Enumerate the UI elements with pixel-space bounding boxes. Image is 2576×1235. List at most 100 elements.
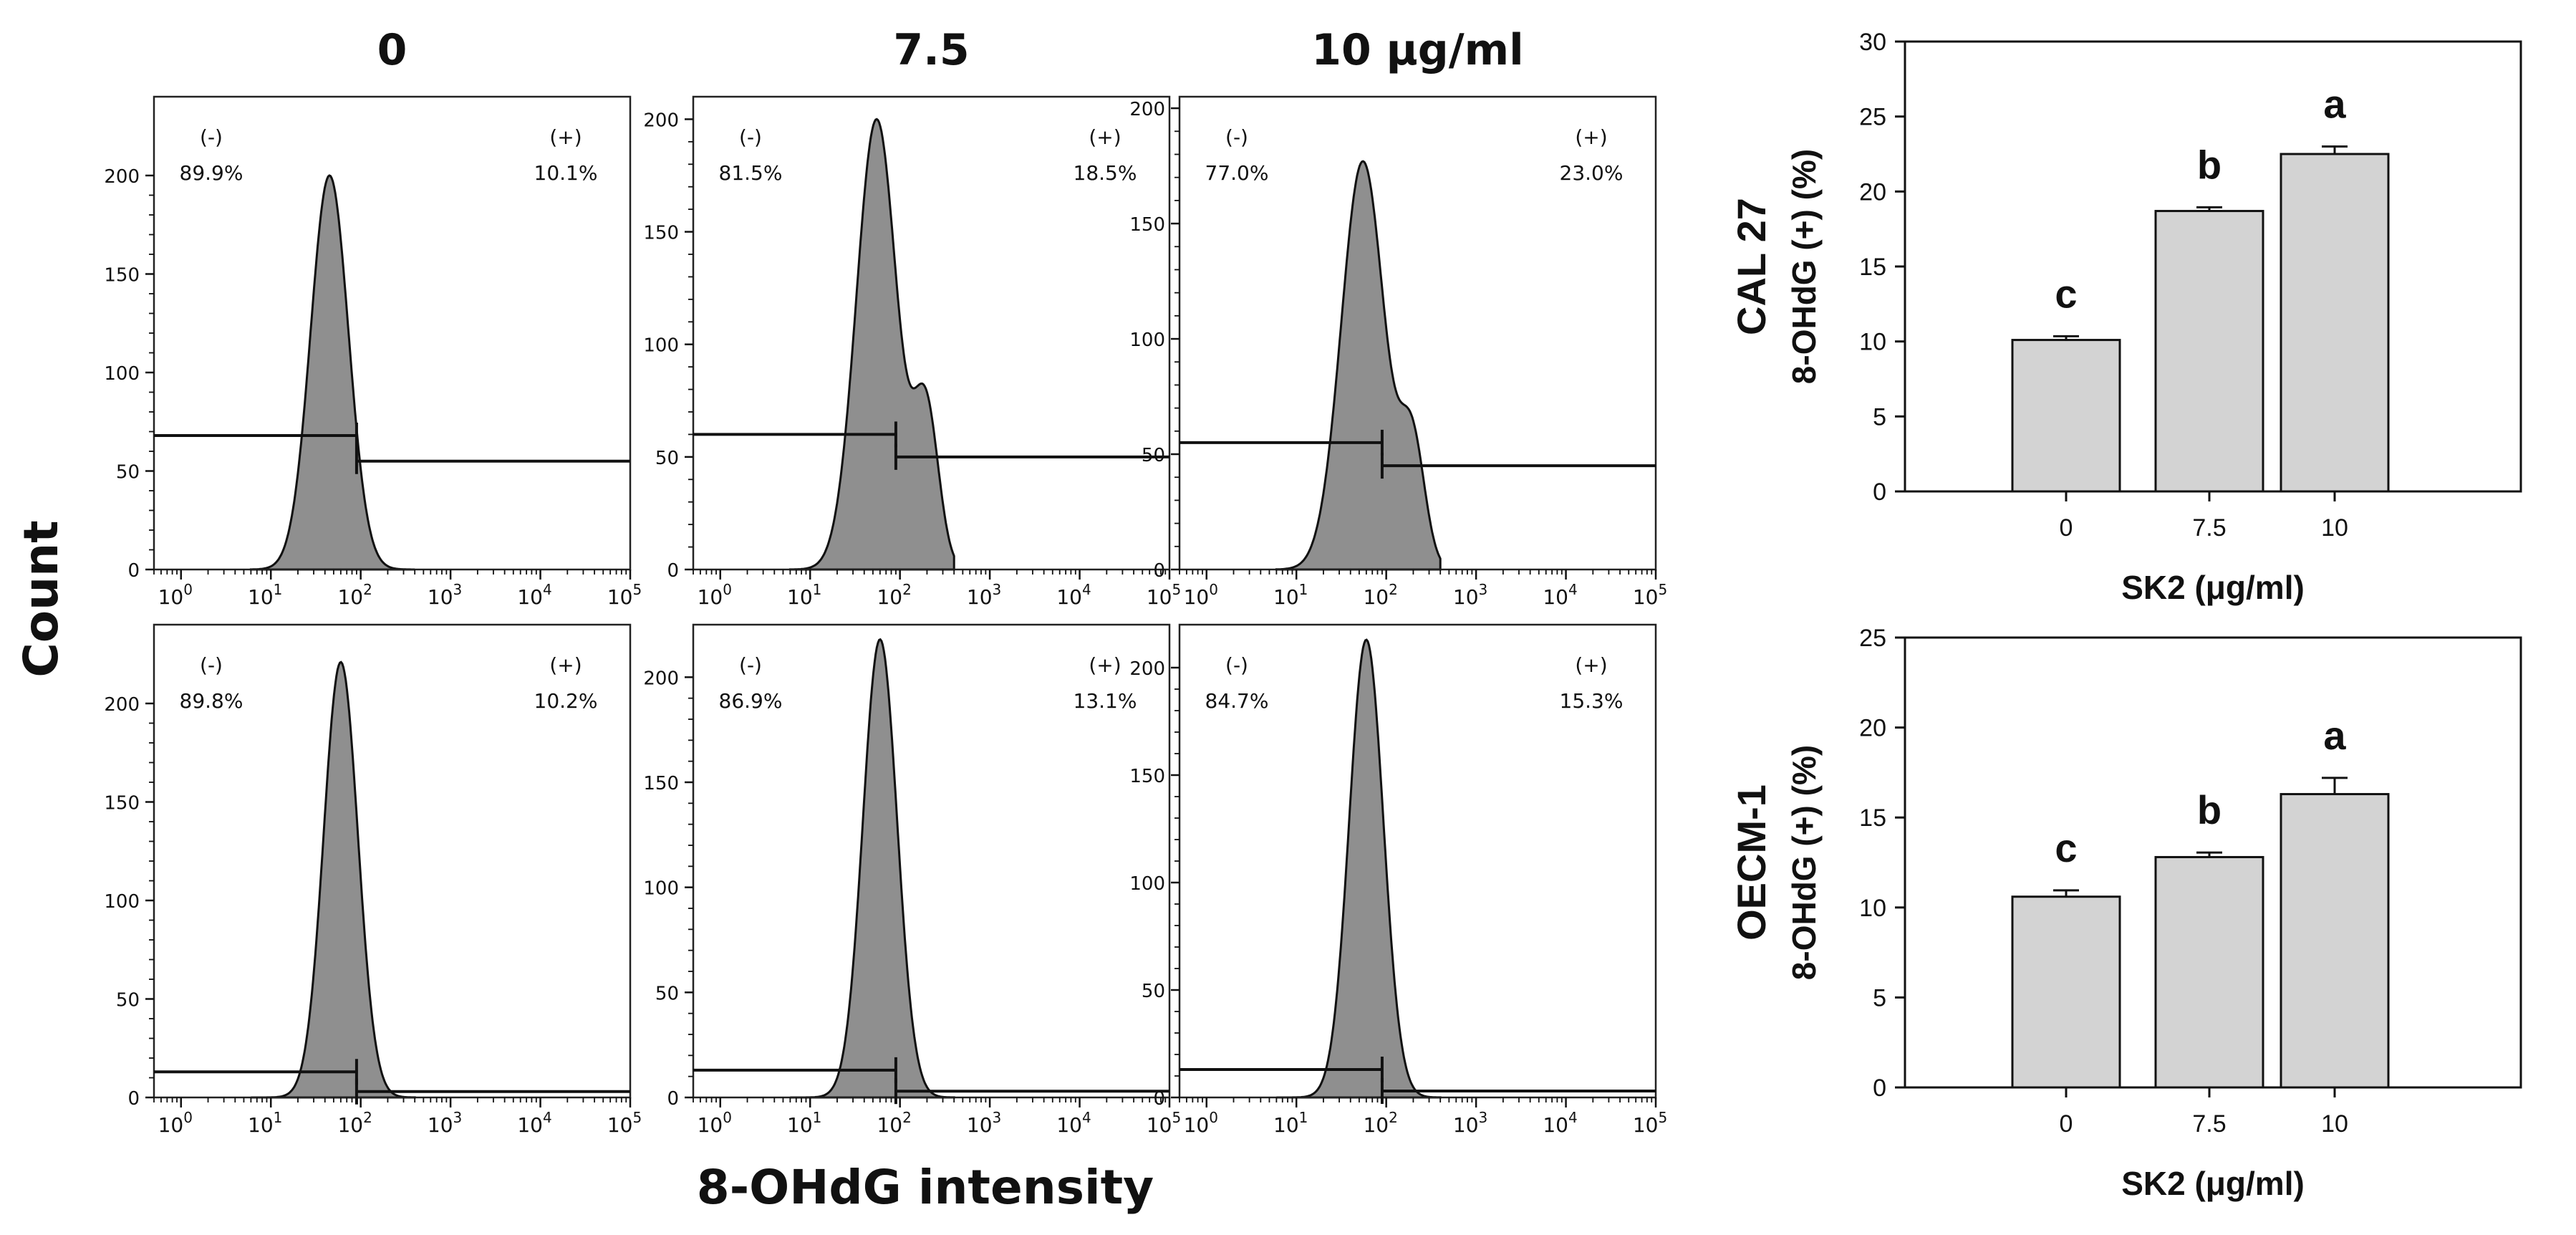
positive-gate-label: (+) [549,653,582,677]
negative-gate-label: (-) [739,653,762,677]
x-tick-label: 105 [607,581,642,609]
x-tick-label: 104 [1543,1109,1577,1137]
y-tick-label: 0 [667,1088,679,1110]
y-tick-label: 100 [1129,330,1165,351]
bar-10 [2280,153,2390,493]
significance-letter: c [2055,825,2077,870]
x-tick-label: 103 [967,581,1001,609]
x-tick-label: 104 [1056,1109,1091,1137]
negative-gate-percent: 89.9% [180,161,243,185]
y-tick-label: 150 [104,793,140,814]
bar-chart-cal-27: 0 5 10 15 20 25 30 0 c 7.5 b 10 a SK2 (μg/ml) 8-OHdG (… [1729,29,2522,606]
x-tick-label: 104 [1543,581,1577,609]
histogram-panel-r0c2: 0 50 100 150 200 100 101 102 103 104 105 (-) 77.0% (+… [1129,95,1667,609]
y-tick-label: 0 [1873,1075,1886,1102]
positive-gate-percent: 13.1% [1074,689,1137,713]
x-tick-label: 10 [2321,514,2348,542]
negative-gate-label: (-) [739,125,762,149]
x-tick-label: 10 [2321,1110,2348,1138]
histogram-curve [251,660,416,1099]
x-tick-label: 102 [1363,581,1397,609]
histogram-panel-r1c0: 0 50 100 150 200 100 101 102 103 104 105 (-) 89.8% (+… [104,623,642,1137]
y-tick-label: 5 [1873,984,1886,1011]
y-tick-label: 20 [1859,178,1886,206]
negative-gate-percent: 86.9% [719,689,783,713]
y-tick-label: 150 [643,773,679,794]
bar-7.5 [2154,855,2264,1089]
y-tick-label: 200 [104,166,140,188]
x-tick-label: 102 [337,1109,372,1137]
x-tick-label: 102 [877,1109,911,1137]
y-tick-label: 50 [1142,981,1165,1002]
positive-gate-percent: 23.0% [1560,161,1624,185]
x-tick-label: 100 [698,581,732,609]
y-tick-label: 0 [1153,1088,1165,1110]
x-tick-label: 104 [1056,581,1091,609]
x-tick-label: 103 [1453,581,1487,609]
x-tick-label: 100 [1184,1109,1218,1137]
y-tick-label: 150 [1129,214,1165,236]
y-tick-label: 30 [1859,29,1886,56]
x-tick-label: 101 [1273,1109,1308,1137]
y-tick-label: 5 [1873,403,1886,431]
positive-gate-percent: 18.5% [1074,161,1137,185]
y-tick-label: 200 [643,110,679,131]
y-tick-label: 50 [1142,445,1165,466]
histogram-panel-r1c1: 0 50 100 150 200 100 101 102 103 104 105 (-) 86.9% (+… [643,623,1181,1137]
panel-frame [692,623,1171,1099]
count-axis-label: Count [14,520,69,677]
x-tick-label: 7.5 [2192,514,2226,542]
y-tick-label: 0 [667,560,679,582]
y-tick-label: 20 [1859,715,1886,742]
bar-0 [2011,339,2121,493]
y-tick-label: 200 [643,668,679,689]
panel-frame [1178,95,1657,571]
y-tick-label: 0 [1153,560,1165,582]
y-tick-label: 100 [104,363,140,385]
x-tick-label: 101 [787,1109,821,1137]
column-header-1: 7.5 [893,25,969,75]
x-tick-label: 102 [337,581,372,609]
cell-line-label: CAL 27 [1729,198,1774,335]
positive-gate-percent: 10.1% [534,161,598,185]
negative-gate-percent: 81.5% [719,161,783,185]
y-tick-label: 100 [643,335,679,357]
histogram-curve [249,174,415,571]
negative-gate-label: (-) [1225,653,1248,677]
y-tick-label: 200 [1129,99,1165,120]
y-tick-label: 25 [1859,625,1886,652]
x-tick-label: 105 [1147,1109,1181,1137]
y-tick-label: 50 [655,448,679,469]
negative-gate-percent: 84.7% [1205,689,1269,713]
bar-y-axis-label: 8-OHdG (+) (%) [1785,745,1823,980]
x-tick-label: 0 [2060,1110,2073,1138]
positive-gate-label: (+) [1575,125,1607,149]
y-tick-label: 150 [104,265,140,287]
x-tick-label: 100 [158,1109,193,1137]
cell-line-label: OECM-1 [1729,784,1774,941]
histogram-curve [1275,160,1442,571]
positive-gate-percent: 10.2% [534,689,598,713]
bar-x-axis-label: SK2 (μg/ml) [2121,1165,2305,1202]
y-tick-label: 10 [1859,895,1886,922]
panel-frame [692,95,1171,571]
x-tick-label: 103 [967,1109,1001,1137]
y-tick-label: 15 [1859,254,1886,281]
x-tick-label: 0 [2060,514,2073,542]
y-tick-label: 0 [1873,479,1886,506]
significance-letter: b [2197,142,2222,187]
positive-gate-label: (+) [1089,653,1121,677]
x-tick-label: 102 [1363,1109,1397,1137]
significance-letter: a [2323,713,2346,758]
bar-0 [2011,895,2121,1089]
y-tick-label: 50 [116,990,140,1011]
x-tick-label: 103 [428,1109,462,1137]
positive-gate-label: (+) [549,125,582,149]
y-tick-label: 50 [655,983,679,1004]
negative-gate-label: (-) [200,653,223,677]
significance-letter: a [2323,82,2346,127]
x-tick-label: 101 [248,581,282,609]
positive-gate-label: (+) [1575,653,1607,677]
bar-chart-oecm-1: 0 5 10 15 20 25 0 c 7.5 b 10 a SK2 (μg/ml) 8-OHdG (+)… [1729,625,2522,1202]
